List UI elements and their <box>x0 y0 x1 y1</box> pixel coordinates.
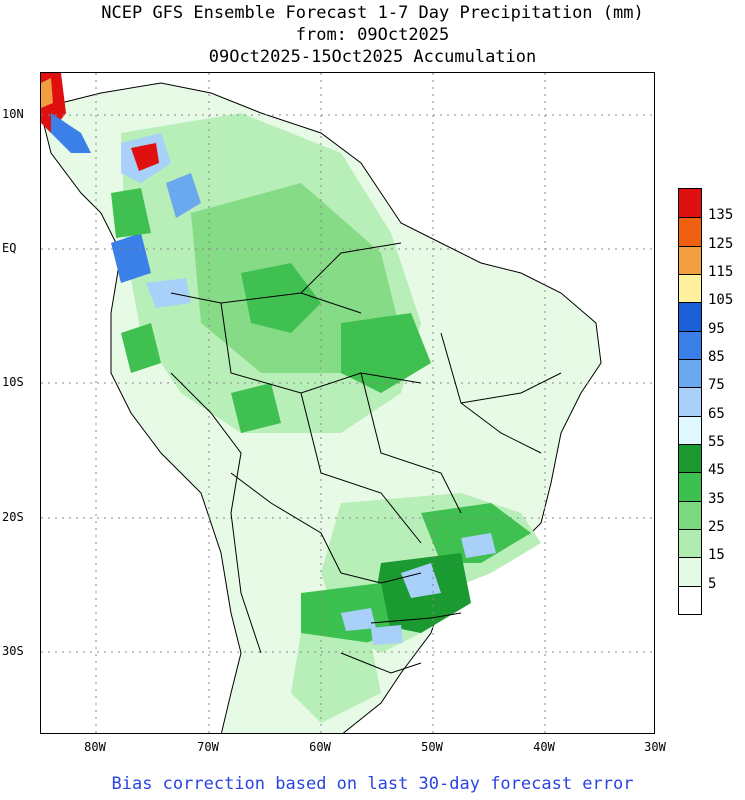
legend-swatch <box>679 330 701 359</box>
forecast-date: from: 09Oct2025 <box>295 25 450 45</box>
lat-label-eq: EQ <box>2 241 17 255</box>
legend-label: 105 <box>708 292 734 309</box>
legend-swatch <box>679 189 701 218</box>
legend-label: 125 <box>708 235 734 252</box>
lon-label-50w: 50W <box>421 740 443 754</box>
legend-label: 115 <box>708 264 734 280</box>
legend-label: 35 <box>708 490 725 507</box>
legend-swatch <box>679 585 701 614</box>
legend-label: 25 <box>708 519 725 535</box>
legend-swatch <box>679 274 701 303</box>
legend-swatch <box>679 302 701 331</box>
legend-swatch <box>679 245 701 274</box>
map-canvas <box>41 73 654 733</box>
legend-label: 85 <box>708 349 725 365</box>
lat-label-10n: 10N <box>2 107 24 121</box>
legend-swatch <box>679 444 701 473</box>
legend-swatch <box>679 557 701 586</box>
lat-label-10s: 10S <box>2 375 24 389</box>
legend-label: 135 <box>708 207 734 224</box>
map-title: NCEP GFS Ensemble Forecast 1-7 Day Preci… <box>101 3 644 23</box>
legend-swatch <box>679 472 701 501</box>
accumulation-period: 09Oct2025-15Oct2025 Accumulation <box>208 47 537 67</box>
lon-label-60w: 60W <box>309 740 331 754</box>
legend-label: 45 <box>708 462 725 479</box>
legend-label: 65 <box>708 405 725 422</box>
legend-label: 15 <box>708 547 725 564</box>
legend-swatch <box>679 529 701 558</box>
legend-swatch <box>679 500 701 529</box>
legend-label: 75 <box>708 377 725 394</box>
legend-label: 5 <box>708 575 717 592</box>
legend-swatch <box>679 359 701 388</box>
precipitation-map <box>40 72 655 734</box>
state-borders <box>170 242 562 674</box>
legend-swatch <box>679 387 701 416</box>
lon-label-70w: 70W <box>197 740 219 754</box>
graticule <box>41 73 654 733</box>
lon-label-30w: 30W <box>644 740 666 754</box>
legend-swatch <box>679 217 701 246</box>
footer-note: Bias correction based on last 30-day for… <box>111 774 634 794</box>
lon-label-40w: 40W <box>533 740 555 754</box>
color-legend <box>678 188 702 615</box>
lat-label-30s: 30S <box>2 644 24 658</box>
lat-label-20s: 20S <box>2 510 24 524</box>
lon-label-80w: 80W <box>84 740 106 754</box>
legend-label: 55 <box>708 434 725 450</box>
legend-swatch <box>679 415 701 444</box>
legend-label: 95 <box>708 320 725 337</box>
